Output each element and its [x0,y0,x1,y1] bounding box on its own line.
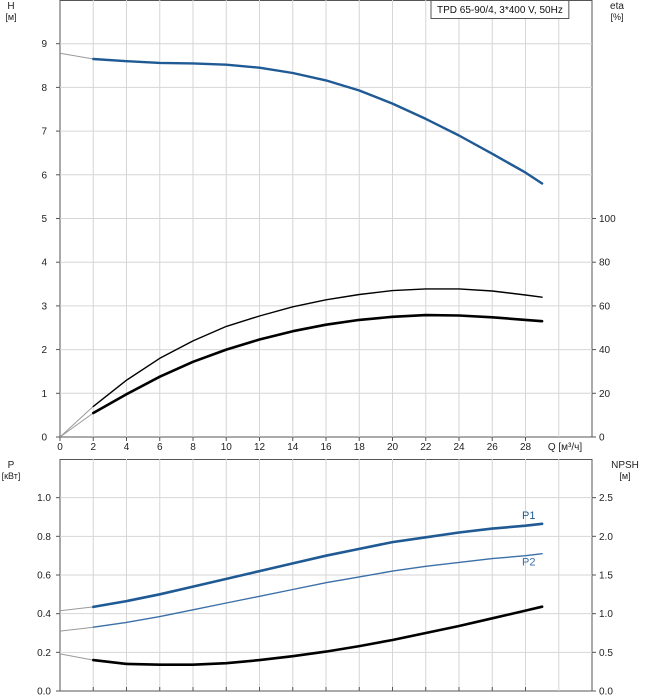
y-right-title-eta: eta [610,1,624,12]
curve-extrapolated-segment [59,406,94,438]
x-tick-label: 12 [254,442,266,453]
curve-extrapolated-segment [59,52,94,60]
y-right-tick-label: 0 [599,433,605,444]
y-left-tick-label: 7 [41,127,47,138]
y-left-tick-label: 0.2 [37,648,51,659]
top-curves [59,52,544,438]
curve-series-2 [92,313,544,415]
series-label-p1: P1 [522,510,535,522]
y-right-tick-label: 40 [599,345,611,356]
x-tick-label: 2 [90,442,96,453]
y-right-tick-label: 2.5 [599,493,613,504]
legend-box [430,0,570,19]
x-tick-label: 24 [453,442,465,453]
y-right-tick-label: 1.0 [599,609,613,620]
y-left-tick-label: 1.0 [37,493,51,504]
curve-series-1 [92,288,543,408]
y-left-tick-label: 4 [41,258,47,269]
y-left-unit-p: [кВт] [2,471,21,481]
x-axis-label: Q [м³/ч] [548,442,583,453]
x-tick-label: 28 [520,442,532,453]
y-right-tick-label: 0.0 [599,687,613,698]
y-right-tick-label: 80 [599,258,611,269]
bottom-tick-labels: 0.0 0.2 0.4 0.6 0.8 1.0 0.0 0.5 1.0 1.5 2.0 2.5 [37,493,613,697]
y-left-tick-label: 0.0 [37,687,51,698]
y-left-tick-label: 6 [41,170,47,181]
curve-extrapolated-segment [59,626,94,632]
y-left-tick-label: 5 [41,214,47,225]
y-right-tick-label: 0.5 [599,648,613,659]
curve-extrapolated-segment [59,412,94,438]
y-right-unit-eta: [%] [610,12,623,22]
curve-extrapolated-segment [59,653,94,661]
y-right-tick-label: 60 [599,301,611,312]
curve-series-0 [92,57,544,185]
x-tick-label: 14 [287,442,299,453]
y-right-title-npsh: NPSH [611,460,639,471]
top-grid [60,0,592,437]
y-right-tick-label: 20 [599,389,611,400]
y-left-tick-label: 0 [41,433,47,444]
x-tick-label: 0 [57,442,63,453]
y-right-tick-label: 1.5 [599,571,613,582]
curve-extrapolated-segment [59,606,94,612]
y-left-tick-label: 3 [41,301,47,312]
x-tick-label: 6 [157,442,163,453]
y-left-unit-h: [м] [5,12,16,22]
y-left-tick-label: 0.4 [37,609,51,620]
bottom-grid [60,459,592,691]
y-left-tick-label: 1 [41,389,47,400]
x-tick-label: 8 [190,442,196,453]
curve-series-0 [92,522,544,609]
bottom-curves [59,522,544,666]
y-left-title-p: P [8,460,15,471]
x-tick-label: 10 [221,442,233,453]
curve-series-1 [92,553,543,628]
y-left-tick-label: 2 [41,345,47,356]
y-right-tick-label: 100 [599,214,616,225]
y-right-unit-npsh: [м] [619,471,630,481]
legend-model-text: TPD 65-90/4, 3*400 V, 50Hz [437,5,563,16]
y-left-tick-label: 8 [41,83,47,94]
curve-series-2 [92,605,544,666]
y-right-tick-label: 2.0 [599,532,613,543]
y-left-tick-label: 9 [41,39,47,50]
series-label-p2: P2 [522,557,535,569]
y-left-tick-label: 0.8 [37,532,51,543]
x-tick-label: 18 [354,442,366,453]
x-tick-label: 20 [387,442,399,453]
y-left-title-h: H [7,1,14,12]
power-npsh-panel: 0.0 0.2 0.4 0.6 0.8 1.0 0.0 0.5 1.0 1.5 2.0 2.5 P [… [2,459,639,698]
x-tick-label: 4 [124,442,130,453]
x-tick-label: 26 [487,442,499,453]
x-tick-label: 16 [320,442,332,453]
y-left-tick-label: 0.6 [37,571,51,582]
x-tick-label: 22 [420,442,432,453]
